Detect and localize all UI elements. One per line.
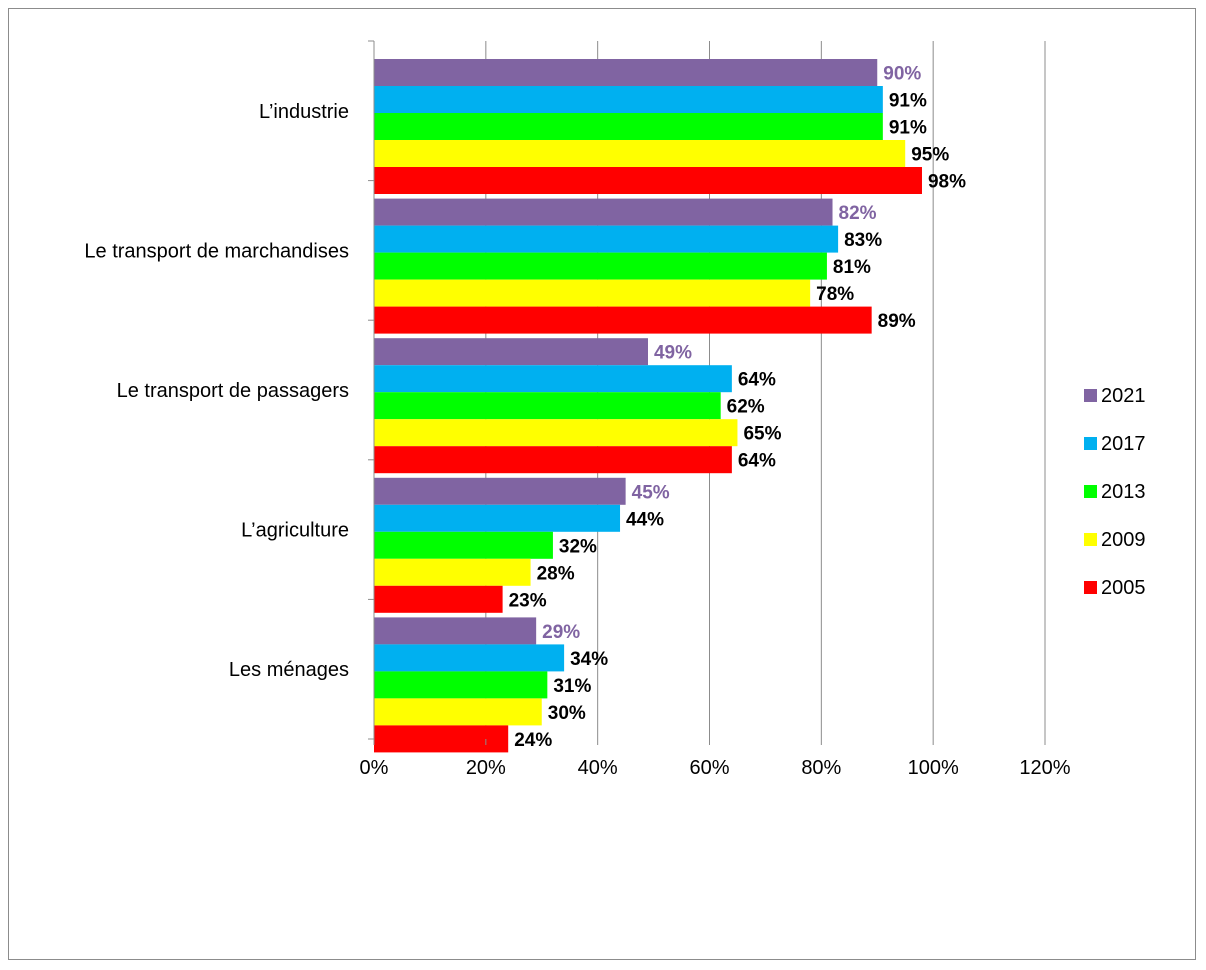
bar-2005 xyxy=(374,306,872,334)
legend-swatch-2005 xyxy=(1084,581,1097,594)
data-label-2013: 62% xyxy=(727,397,765,418)
bar-2009 xyxy=(374,279,811,307)
bar-2021 xyxy=(374,59,878,86)
data-label-2017: 34% xyxy=(570,649,608,670)
category-label: Les ménages xyxy=(229,659,349,681)
legend-label-2017: 2017 xyxy=(1101,433,1146,455)
bar-2005 xyxy=(374,446,732,474)
data-label-2009: 95% xyxy=(911,145,949,166)
bar-2013 xyxy=(374,392,721,420)
category-label: L’agriculture xyxy=(241,520,349,542)
bar-2009 xyxy=(374,419,738,447)
category-label: Le transport de passagers xyxy=(117,380,349,402)
data-label-2009: 28% xyxy=(537,563,575,584)
bars xyxy=(374,59,922,753)
axes: 0% 20% 40% 60% 80% 100% 120% L’industrie Le tran… xyxy=(84,40,1071,779)
legend-swatch-2017 xyxy=(1084,437,1097,450)
bar-2013 xyxy=(374,531,553,559)
bar-2009 xyxy=(374,140,906,167)
bar-2021 xyxy=(374,338,648,366)
bar-2013 xyxy=(374,252,827,280)
data-label-2021: 90% xyxy=(883,64,921,85)
x-tick-label: 0% xyxy=(360,757,389,779)
data-label-2005: 89% xyxy=(878,311,916,332)
data-label-2005: 24% xyxy=(514,730,552,751)
data-label-2013: 91% xyxy=(889,118,927,139)
data-label-2021: 29% xyxy=(542,622,580,643)
bar-2017 xyxy=(374,365,732,393)
data-label-2017: 91% xyxy=(889,91,927,112)
data-label-2005: 64% xyxy=(738,451,776,472)
x-tick-label: 20% xyxy=(466,757,506,779)
legend: 2021 2017 2013 2009 2005 xyxy=(1084,385,1146,599)
bar-2013 xyxy=(374,113,883,140)
data-label-2021: 82% xyxy=(839,203,877,224)
bar-2009 xyxy=(374,698,542,726)
bar-2021 xyxy=(374,198,833,226)
legend-swatch-2021 xyxy=(1084,389,1097,402)
data-label-2017: 44% xyxy=(626,509,664,530)
data-label-2005: 98% xyxy=(928,172,966,193)
data-label-2013: 31% xyxy=(553,676,591,697)
x-tick-label: 60% xyxy=(689,757,729,779)
bar-2021 xyxy=(374,617,537,645)
bar-chart: 90% 91% 91% 95% 98% 82% 83% 81% 78% 89% 49% 64% 62% 6… xyxy=(84,40,1146,779)
category-label: L’industrie xyxy=(259,101,349,123)
legend-label-2021: 2021 xyxy=(1101,385,1146,407)
bar-2017 xyxy=(374,504,621,532)
bar-2009 xyxy=(374,558,531,586)
data-label-2005: 23% xyxy=(509,590,547,611)
category-label: Le transport de marchandises xyxy=(84,240,349,262)
x-tick-label: 100% xyxy=(908,757,959,779)
legend-swatch-2009 xyxy=(1084,533,1097,546)
data-label-2017: 83% xyxy=(844,230,882,251)
data-label-2009: 78% xyxy=(816,284,854,305)
legend-label-2005: 2005 xyxy=(1101,577,1146,599)
chart-frame: 90% 91% 91% 95% 98% 82% 83% 81% 78% 89% 49% 64% 62% 6… xyxy=(8,8,1196,960)
bar-2017 xyxy=(374,225,839,253)
bar-2013 xyxy=(374,671,548,699)
data-label-2013: 32% xyxy=(559,536,597,557)
bar-2005 xyxy=(374,167,922,194)
bar-2017 xyxy=(374,86,883,113)
x-tick-label: 80% xyxy=(801,757,841,779)
data-label-2009: 65% xyxy=(743,424,781,445)
data-label-2021: 49% xyxy=(654,343,692,364)
x-tick-label: 40% xyxy=(578,757,618,779)
bar-2005 xyxy=(374,585,503,613)
data-label-2017: 64% xyxy=(738,370,776,391)
data-label-2013: 81% xyxy=(833,257,871,278)
data-labels: 90% 91% 91% 95% 98% 82% 83% 81% 78% 89% 49% 64% 62% 6… xyxy=(509,64,967,751)
legend-swatch-2013 xyxy=(1084,485,1097,498)
legend-label-2013: 2013 xyxy=(1101,481,1146,503)
bar-2005 xyxy=(374,725,509,753)
bar-2021 xyxy=(374,477,626,505)
bar-2017 xyxy=(374,644,565,672)
legend-label-2009: 2009 xyxy=(1101,529,1146,551)
data-label-2009: 30% xyxy=(548,703,586,724)
data-label-2021: 45% xyxy=(632,482,670,503)
x-tick-label: 120% xyxy=(1019,757,1070,779)
